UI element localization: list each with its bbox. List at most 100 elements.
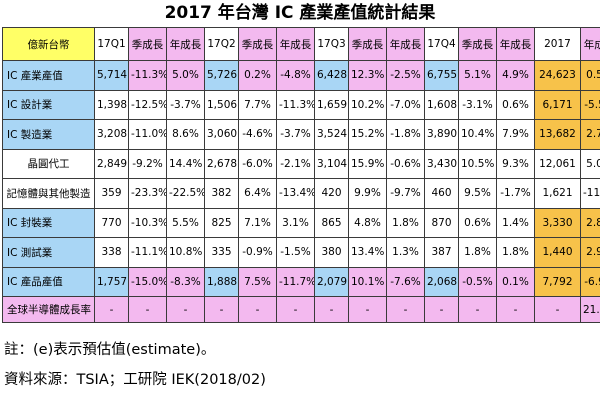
table-cell: 12,061 (534, 148, 581, 179)
table-cell: - (276, 296, 315, 323)
table-cell: - (424, 296, 459, 323)
table-cell: - (314, 296, 349, 323)
table-cell: 2,079 (314, 266, 349, 297)
table-cell: 7,792 (534, 266, 581, 297)
table-cell: 1,398 (94, 89, 129, 120)
row-label: IC 產業產值 (2, 60, 95, 91)
table-cell: 5.0% (580, 148, 600, 179)
table-cell: 2.8% (580, 207, 600, 238)
table-cell: 1.3% (386, 237, 425, 268)
table-row: IC 測試業 338 -11.1% 10.8% 335 -0.9% -1.5% 380 13.4… (2, 237, 600, 268)
column-header: 17Q3 (314, 27, 349, 61)
table-cell: 13.4% (348, 237, 387, 268)
table-cell: 3,430 (424, 148, 459, 179)
table-cell: 7.9% (496, 119, 535, 150)
table-cell: 0.5% (580, 60, 600, 91)
table-cell: -10.3% (128, 207, 167, 238)
table-cell: 7.1% (238, 207, 277, 238)
table-cell: 387 (424, 237, 459, 268)
table-cell: -15.0% (128, 266, 167, 297)
table-cell: -0.5% (458, 266, 497, 297)
table-cell: -1.8% (386, 119, 425, 150)
table-cell: 1,888 (204, 266, 239, 297)
table-cell: 5,726 (204, 60, 239, 91)
column-header: 17Q4 (424, 27, 459, 61)
table-row: 全球半導體成長率-------------21.6% (2, 296, 600, 323)
table-cell: 6.4% (238, 178, 277, 209)
table-row: IC 產品產值 1,757 -15.0% -8.3% 1,888 7.5% -11.7% 2,… (2, 266, 600, 297)
table-cell: 380 (314, 237, 349, 268)
table-cell: 10.4% (458, 119, 497, 150)
table-cell: 15.2% (348, 119, 387, 150)
table-cell: 2,068 (424, 266, 459, 297)
table-cell: 0.6% (458, 207, 497, 238)
table-cell: - (458, 296, 497, 323)
table-cell: -4.6% (238, 119, 277, 150)
table-cell: -5.5% (580, 89, 600, 120)
table-cell: - (166, 296, 205, 323)
table-cell: 3,104 (314, 148, 349, 179)
column-header: 季成長 (348, 27, 387, 61)
table-cell: 382 (204, 178, 239, 209)
table-cell: 10.8% (166, 237, 205, 268)
table-cell: -2.5% (386, 60, 425, 91)
row-label: 記憶體與其他製造 (2, 178, 95, 209)
table-cell: 4.8% (348, 207, 387, 238)
table-cell: 1,659 (314, 89, 349, 120)
table-cell: 865 (314, 207, 349, 238)
table-cell: - (534, 296, 581, 323)
table-cell: -13.4% (276, 178, 315, 209)
table-cell: 8.6% (166, 119, 205, 150)
row-label: IC 設計業 (2, 89, 95, 120)
table-cell: - (238, 296, 277, 323)
table-cell: 870 (424, 207, 459, 238)
table-cell: 1.8% (386, 207, 425, 238)
row-label: IC 產品產值 (2, 266, 95, 297)
table-row: IC 製造業 3,208 -11.0% 8.6% 3,060 -4.6% -3.7% 3,52… (2, 119, 600, 150)
table-cell: 10.5% (458, 148, 497, 179)
column-header: 17Q2 (204, 27, 239, 61)
table-cell: 2,678 (204, 148, 239, 179)
table-cell: -6.9% (580, 266, 600, 297)
table-cell: 770 (94, 207, 129, 238)
column-header: 季成長 (238, 27, 277, 61)
table-cell: 335 (204, 237, 239, 268)
table-cell: 338 (94, 237, 129, 268)
column-header: 年成長 (496, 27, 535, 61)
table-cell: -12.5% (128, 89, 167, 120)
table-cell: -0.9% (238, 237, 277, 268)
table-cell: 3.1% (276, 207, 315, 238)
table-cell: 359 (94, 178, 129, 209)
table-body: IC 產業產值 5,714 -11.3% 5.0% 5,726 0.2% -4.8% 6,42… (2, 60, 600, 323)
table-cell: 1,757 (94, 266, 129, 297)
table-row: IC 產業產值 5,714 -11.3% 5.0% 5,726 0.2% -4.8% 6,42… (2, 60, 600, 91)
table-row: IC 封裝業 770 -10.3% 5.5% 825 7.1% 3.1% 865 4.8% 1.8… (2, 207, 600, 238)
column-header: 年成長 (276, 27, 315, 61)
table-cell: 0.1% (496, 266, 535, 297)
table-cell: 6,171 (534, 89, 581, 120)
table-header-row: 億新台幣 17Q1 季成長 年成長 17Q2 季成長 年成長 17Q3 季成長 年成長 17Q4 季成… (2, 27, 600, 61)
header-unit: 億新台幣 (2, 27, 95, 61)
table-cell: 3,524 (314, 119, 349, 150)
table-row: 晶圓代工 2,849 -9.2% 14.4% 2,678 -6.0% -2.1% 3,104 1… (2, 148, 600, 179)
table-cell: -6.0% (238, 148, 277, 179)
row-label: IC 測試業 (2, 237, 95, 268)
table-cell: -2.1% (276, 148, 315, 179)
table-cell: -11.3% (128, 60, 167, 91)
table-cell: 0.2% (238, 60, 277, 91)
table-cell: 5.0% (166, 60, 205, 91)
table-cell: 1,608 (424, 89, 459, 120)
table-cell: 460 (424, 178, 459, 209)
table-cell: 10.1% (348, 266, 387, 297)
row-label: IC 製造業 (2, 119, 95, 150)
column-header: 季成長 (128, 27, 167, 61)
table-cell: -9.7% (386, 178, 425, 209)
table-cell: 825 (204, 207, 239, 238)
table-cell: - (204, 296, 239, 323)
page-title: 2017 年台灣 IC 產業產值統計結果 (164, 3, 436, 23)
table-cell: 1.8% (496, 237, 535, 268)
table-cell: -11.0% (128, 119, 167, 150)
table-cell: -11.3% (276, 89, 315, 120)
table-cell: -7.0% (386, 89, 425, 120)
table-cell: 1,621 (534, 178, 581, 209)
